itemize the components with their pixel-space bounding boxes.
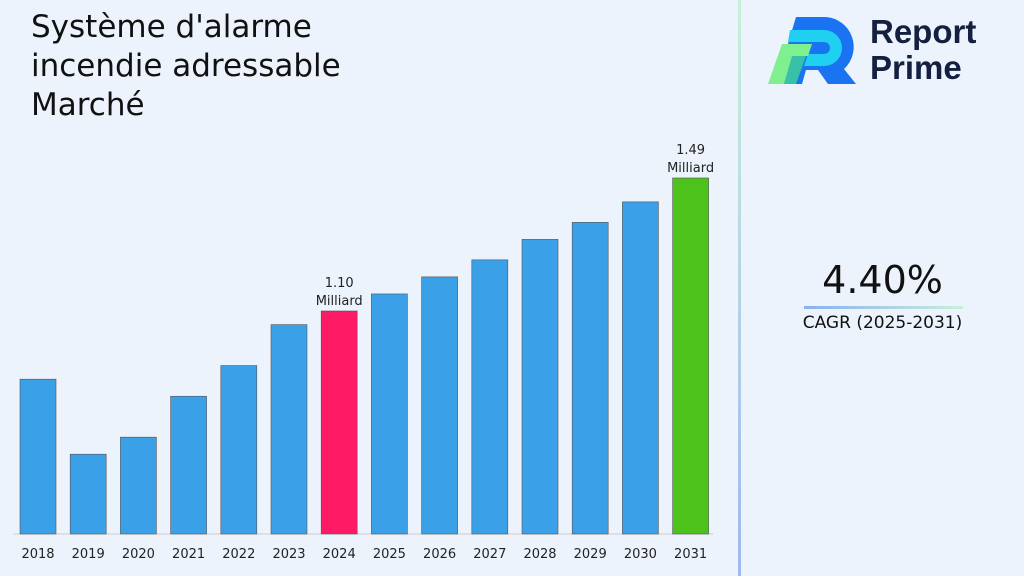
x-tick-label: 2028 [523, 547, 556, 562]
divider [738, 0, 741, 576]
x-tick-label: 2025 [373, 547, 406, 562]
data-label-value: 1.10 [325, 276, 354, 291]
bar-2027 [471, 259, 509, 535]
bar-2024 [320, 310, 358, 535]
bar-2025 [371, 293, 408, 535]
cagr-underline [804, 306, 963, 309]
bar-2018 [19, 378, 57, 535]
bar-chart: 2018 2019 2020 2021 2022 2023 2024 1.10 Milliard… [13, 143, 714, 562]
bar-2021 [170, 395, 207, 535]
cagr-label: CAGR (2025-2031) [802, 313, 963, 333]
brand-line-2: Prime [870, 49, 962, 86]
x-tick-label: 2022 [222, 547, 255, 562]
x-tick-label: 2019 [72, 547, 105, 562]
x-tick-label: 2026 [423, 547, 456, 562]
bar-2020 [120, 436, 157, 535]
x-tick-label: 2027 [473, 547, 506, 562]
x-tick-label: 2020 [122, 547, 155, 562]
cagr-panel: 4.40% CAGR (2025-2031) [790, 258, 975, 333]
x-tick-label: 2030 [624, 547, 657, 562]
x-tick-label: 2031 [674, 547, 707, 562]
bar-2026 [421, 276, 458, 535]
bar-2023 [270, 324, 308, 535]
data-label-unit: Milliard [667, 161, 714, 176]
chart-title: Système d'alarme incendie adressable Mar… [31, 9, 341, 123]
x-tick-label: 2029 [574, 547, 607, 562]
x-tick-label: 2018 [21, 547, 54, 562]
data-label-value: 1.49 [676, 143, 705, 158]
x-tick-label: 2024 [323, 547, 356, 562]
x-tick-label: 2021 [172, 547, 205, 562]
bar-2019 [69, 453, 107, 535]
bar-2029 [571, 222, 609, 535]
data-label-unit: Milliard [316, 294, 363, 309]
bar-2028 [521, 239, 559, 535]
brand-line-1: Report [870, 13, 977, 50]
cagr-value: 4.40% [822, 258, 943, 302]
x-tick-label: 2023 [272, 547, 305, 562]
report-prime-logo [768, 17, 856, 84]
bar-2022 [220, 365, 258, 535]
brand-name: Report Prime [870, 14, 976, 86]
bar-2030 [622, 201, 659, 535]
bar-2031 [672, 177, 709, 535]
